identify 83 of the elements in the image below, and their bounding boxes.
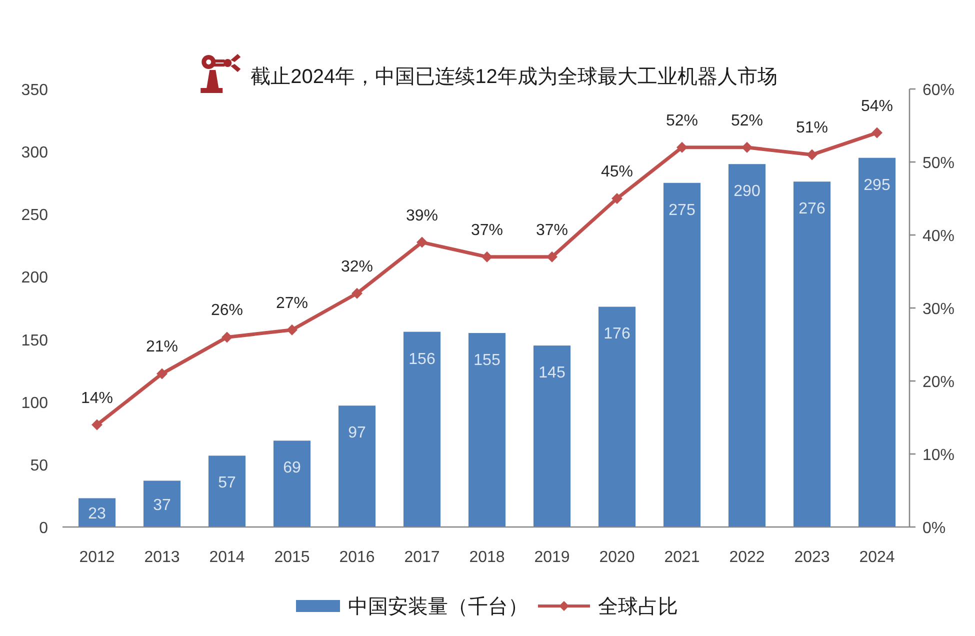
data-label: 97	[348, 424, 366, 442]
point	[286, 324, 298, 336]
y-tick-label: 350	[21, 82, 48, 99]
data-label: 52%	[666, 112, 698, 130]
bar	[533, 346, 571, 527]
x-tick-label: 2022	[729, 549, 765, 566]
bar	[858, 158, 896, 527]
x-tick-label: 2016	[339, 549, 375, 566]
legend-label: 全球占比	[598, 596, 678, 618]
data-label: 26%	[210, 302, 244, 320]
point	[222, 332, 232, 343]
bar	[793, 182, 831, 527]
point	[352, 288, 362, 299]
y2-tick-label: 60%	[922, 82, 955, 99]
data-label: 27%	[276, 294, 308, 312]
x-tick-label: 2023	[794, 549, 830, 566]
point	[806, 149, 818, 160]
x-tick-label: 2014	[209, 549, 245, 566]
data-label: 276	[798, 200, 826, 218]
data-label: 39%	[406, 207, 438, 224]
point	[92, 419, 102, 430]
x-tick-label: 2021	[664, 549, 700, 566]
data-label: 54%	[860, 98, 894, 115]
bar	[468, 333, 506, 527]
chart-subtitle: 截止2024年，中国已连续12年成为全球最大工业机器人市场	[250, 66, 778, 88]
y2-tick-label: 30%	[922, 301, 955, 318]
data-label: 275	[668, 202, 696, 219]
legend-label: 中国安装量（千台）	[348, 596, 528, 618]
data-label: 37%	[470, 222, 504, 239]
data-label: 51%	[796, 120, 828, 137]
x-tick-label: 2013	[144, 549, 180, 566]
bar	[143, 480, 181, 527]
data-label: 155	[474, 352, 500, 370]
data-label: 23	[88, 506, 106, 523]
y2-tick-label: 20%	[922, 374, 955, 391]
data-label: 145	[538, 364, 566, 382]
data-label: 176	[604, 326, 630, 343]
data-label: 32%	[340, 258, 374, 276]
point	[156, 368, 168, 380]
point	[676, 142, 688, 153]
data-label: 295	[864, 176, 890, 194]
y-tick-label: 250	[21, 207, 48, 224]
bar	[273, 440, 311, 527]
bar	[728, 164, 766, 527]
y2-tick-label: 40%	[922, 228, 955, 245]
y-tick-label: 0	[39, 520, 48, 537]
data-label: 21%	[146, 338, 178, 356]
point	[742, 142, 752, 153]
point	[612, 193, 622, 204]
x-tick-label: 2012	[79, 549, 115, 566]
data-label: 45%	[600, 164, 634, 180]
y-tick-label: 150	[21, 332, 48, 350]
data-label: 37	[153, 496, 171, 514]
y-tick-label: 100	[21, 394, 48, 412]
y-tick-label: 300	[21, 144, 48, 162]
data-label: 69	[283, 460, 301, 477]
y2-tick-label: 10%	[922, 447, 955, 464]
y-tick-label: 200	[21, 270, 48, 287]
data-label: 14%	[80, 390, 114, 407]
data-label: 156	[408, 350, 436, 368]
y2-tick-label: 50%	[922, 155, 955, 172]
point	[482, 251, 492, 262]
x-tick-label: 2018	[469, 549, 505, 566]
bar	[663, 182, 701, 527]
x-tick-label: 2024	[859, 549, 895, 566]
point	[416, 236, 428, 248]
x-tick-label: 2020	[599, 549, 635, 566]
point	[872, 127, 882, 138]
y-tick-label: 50	[30, 457, 48, 474]
x-tick-label: 2015	[274, 549, 310, 566]
bar	[598, 306, 636, 527]
data-label: 37%	[536, 222, 568, 239]
data-label: 290	[734, 183, 760, 200]
bar	[78, 498, 116, 527]
bar	[403, 332, 441, 527]
bar	[338, 406, 376, 527]
bar	[208, 456, 246, 527]
x-tick-label: 2019	[534, 549, 570, 566]
y2-tick-label: 0%	[922, 520, 946, 537]
point	[546, 251, 558, 262]
x-tick-label: 2017	[404, 549, 440, 566]
data-label: 57	[218, 474, 236, 492]
data-label: 52%	[730, 112, 764, 130]
